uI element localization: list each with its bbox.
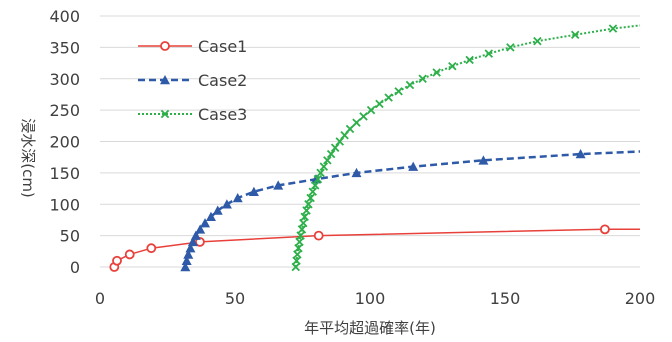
series-case1-point — [600, 224, 610, 235]
series-case2-point — [351, 167, 362, 178]
series-case3-point — [313, 174, 323, 184]
y-tick-label: 200 — [49, 133, 80, 152]
series-case3-point — [448, 61, 457, 71]
series-case3-point — [506, 43, 515, 52]
series-case3-point — [294, 243, 303, 253]
series-case3-point — [335, 137, 344, 146]
series-case3 — [291, 24, 641, 272]
x-tick-label: 50 — [225, 289, 245, 308]
series-case2 — [180, 149, 641, 272]
series-case2-point — [221, 199, 232, 209]
series-case2-point — [205, 211, 216, 222]
series-case3-point — [352, 118, 361, 127]
series-case1 — [109, 224, 640, 272]
series-case3-point — [394, 87, 403, 96]
series-case3-point — [345, 124, 355, 134]
series-case1-line — [113, 228, 640, 268]
series-case3-point — [300, 212, 309, 222]
series-case2-line — [184, 150, 641, 268]
series-case2-point — [180, 262, 191, 272]
y-axis-label: 浸水深(cm) — [19, 118, 37, 198]
legend-marker — [160, 75, 170, 85]
series-case2-point — [212, 205, 223, 215]
series-case1-point — [146, 243, 157, 254]
series-case1-point — [124, 249, 135, 260]
x-tick-label: 100 — [355, 289, 386, 308]
x-axis-label: 年平均超過確率(年) — [304, 319, 436, 337]
series-case3-point — [366, 105, 376, 115]
series-case2-point — [195, 224, 206, 234]
series-case3-point — [608, 24, 618, 33]
gridlines — [100, 15, 640, 268]
series-case3-point — [304, 200, 313, 209]
series-case2-point — [181, 255, 192, 265]
x-tick-label: 150 — [490, 289, 521, 308]
legend-label: Case2 — [198, 71, 247, 90]
y-tick-label: 300 — [49, 70, 80, 89]
series-case2-point — [183, 249, 194, 259]
legend-item-case3: Case3 — [138, 105, 247, 124]
series-case3-point — [323, 156, 332, 165]
y-tick-label: 350 — [49, 38, 80, 57]
series-case3-point — [299, 218, 308, 228]
series-case3-point — [330, 143, 340, 153]
legend-marker — [160, 41, 170, 51]
y-tick-label: 100 — [49, 195, 80, 214]
series-case1-point — [194, 236, 205, 247]
series-case3-point — [308, 187, 317, 196]
series-layer — [109, 24, 641, 272]
series-case3-point — [326, 149, 336, 159]
y-tick-label: 250 — [49, 101, 80, 120]
series-case3-point — [306, 193, 315, 203]
x-tick-label: 0 — [95, 289, 105, 308]
series-case3-point — [296, 231, 305, 240]
series-case3-point — [465, 55, 474, 65]
series-case3-point — [375, 99, 384, 109]
series-case3-point — [359, 112, 368, 121]
y-tick-label: 150 — [49, 164, 80, 183]
series-case2-point — [187, 236, 198, 247]
series-case2-point — [190, 230, 201, 240]
series-case3-point — [405, 80, 415, 90]
series-case3-point — [319, 162, 329, 171]
legend-label: Case1 — [198, 37, 247, 56]
series-case3-point — [570, 30, 580, 40]
legend-item-case2: Case2 — [138, 71, 247, 90]
tick-labels: 0 50 100 150 200 250 300 350 400 0 50 100 150 200 — [49, 7, 655, 308]
series-case1-point — [112, 255, 122, 266]
series-case3-point — [418, 74, 427, 83]
series-case2-point — [575, 149, 586, 159]
series-case1-point — [313, 230, 324, 241]
series-case2-point — [248, 186, 259, 196]
y-tick-label: 50 — [60, 227, 80, 246]
legend-item-case1: Case1 — [138, 37, 247, 56]
series-case3-point — [297, 225, 307, 234]
series-case2-point — [408, 161, 419, 171]
series-case2-point — [478, 155, 489, 165]
series-case2-point — [232, 192, 243, 203]
series-case3-line — [294, 24, 641, 268]
legend-marker — [160, 109, 170, 119]
legend: Case1 Case2 Case3 — [138, 37, 247, 124]
series-case3-point — [310, 181, 320, 190]
series-case3-point — [316, 168, 325, 178]
series-case2-point — [200, 218, 211, 228]
series-case3-point — [432, 68, 441, 77]
series-case3-point — [533, 36, 542, 46]
legend-label: Case3 — [198, 105, 247, 124]
series-case3-point — [384, 93, 393, 102]
y-tick-label: 0 — [70, 258, 80, 277]
series-case2-point — [185, 243, 196, 253]
series-case2-point — [273, 180, 284, 190]
series-case3-point — [295, 237, 304, 247]
series-case3-point — [293, 250, 302, 259]
x-tick-label: 200 — [625, 289, 656, 308]
series-case3-point — [484, 49, 494, 58]
series-case3-point — [302, 206, 311, 215]
series-case2-point — [311, 174, 321, 184]
y-tick-label: 400 — [49, 7, 80, 26]
